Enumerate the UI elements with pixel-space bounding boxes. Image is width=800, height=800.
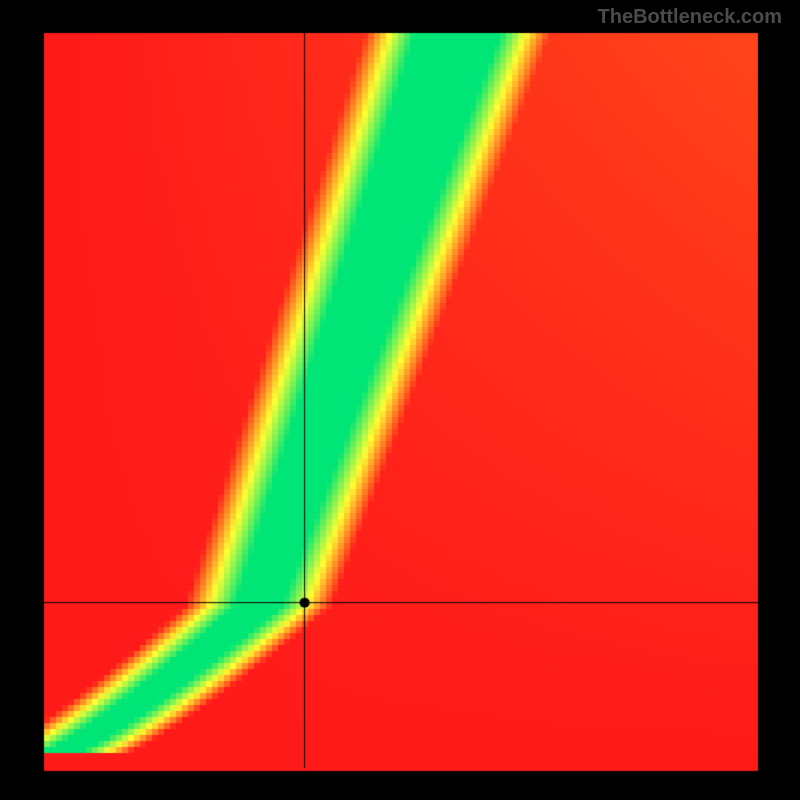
heatmap-plot bbox=[0, 0, 800, 800]
watermark-text: TheBottleneck.com bbox=[598, 6, 782, 29]
